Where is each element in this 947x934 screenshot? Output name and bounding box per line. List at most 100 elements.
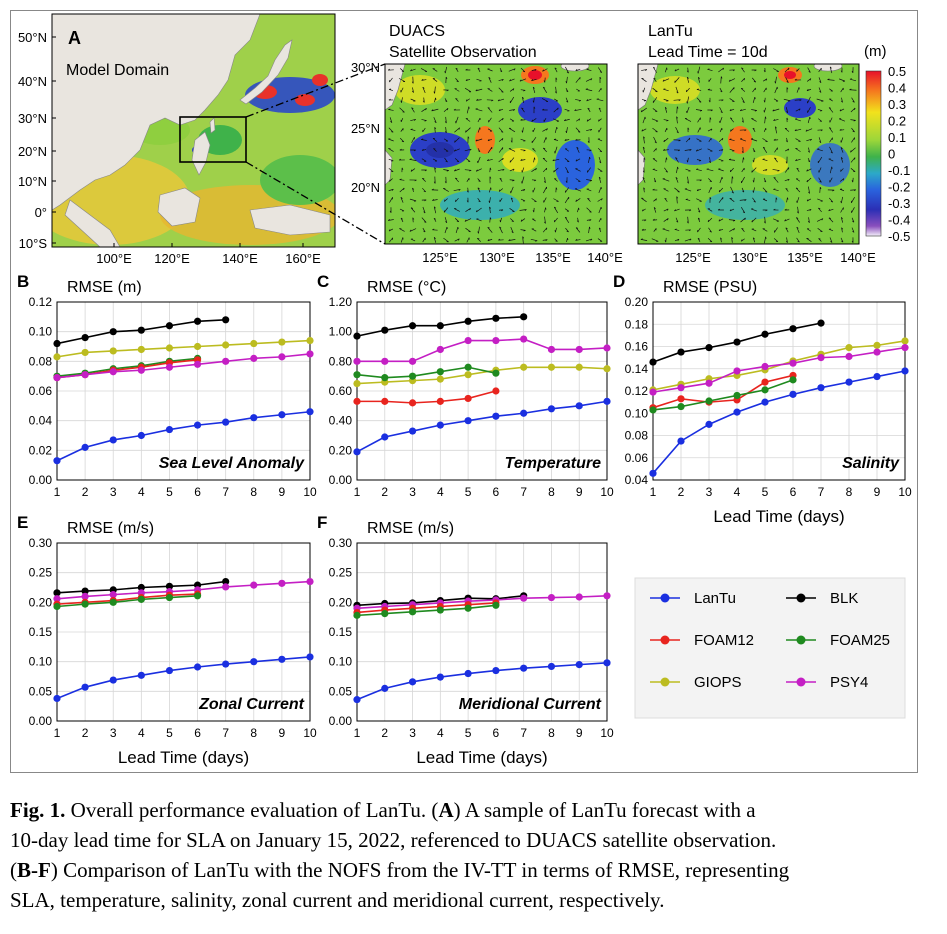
data-point-giops [603,365,611,373]
x-tick-label: 6 [194,485,201,499]
y-tick-label: 0.00 [29,714,53,728]
x-tick-label: 3 [706,485,713,499]
data-point-foam25 [165,593,174,602]
legend-swatch-marker [796,593,806,603]
data-point-psy4 [575,345,583,354]
y-tick-label: 0.10 [29,655,53,669]
colorbar-unit: (m) [864,43,887,60]
chart-ylabel: RMSE (m) [67,279,142,296]
duacs-lat-label: 30°N [351,60,380,75]
data-point-lantu [603,397,611,405]
y-tick-label: 1.00 [329,325,353,339]
caption-a-label: A [438,798,454,822]
colorbar-tick-label: -0.1 [888,163,910,178]
data-point-foam12 [381,397,389,405]
caption-fig-label: Fig. 1. [10,798,66,822]
data-point-psy4 [547,593,556,602]
chart-xlabel: Lead Time (days) [416,748,547,767]
legend-label: BLK [830,590,858,607]
data-point-lantu [901,367,909,375]
zoom-connector-top [245,63,386,118]
y-tick-label: 0.30 [329,536,353,550]
x-tick-label: 10 [600,726,614,740]
panel-a-lat-label: 50°N [18,30,47,45]
x-tick-label: 10 [303,485,317,499]
x-tick-label: 8 [250,726,257,740]
legend-label: LanTu [694,590,736,607]
data-point-psy4 [250,354,258,362]
legend-swatch-marker [660,677,670,687]
data-point-giops [250,339,258,348]
legend-item-giops: GIOPS [650,674,742,691]
lantu-lon-label: 140°E [840,250,876,265]
y-tick-label: 0.20 [329,443,353,457]
chart-letter: B [17,272,29,291]
x-tick-label: 4 [437,485,444,499]
data-point-foam25 [193,592,202,600]
data-point-lantu [53,694,61,703]
data-point-foam25 [381,374,389,382]
x-tick-label: 4 [734,485,741,499]
data-point-foam12 [353,397,361,405]
panel-a-lat-label: 0° [35,205,47,220]
duacs-lon-label: 125°E [422,250,458,265]
data-point-blk [492,314,500,322]
x-tick-label: 2 [381,485,388,499]
y-tick-label: 0.04 [29,414,53,428]
y-tick-label: 0.15 [29,625,53,639]
duacs-lon-ticks: 125°E 130°E 135°E 140°E [422,250,623,265]
duacs-lat-label: 25°N [351,121,380,136]
y-tick-label: 0.10 [29,325,53,339]
data-point-lantu [250,658,258,666]
data-point-psy4 [81,371,89,379]
x-tick-label: 7 [222,726,229,740]
x-tick-label: 4 [138,726,145,740]
data-point-lantu [81,443,89,451]
x-tick-label: 10 [303,726,317,740]
data-point-blk [165,582,174,590]
series-line-foam25 [652,379,794,411]
y-tick-label: 0.05 [29,684,53,698]
data-point-foam25 [464,604,472,612]
data-point-lantu [649,469,657,477]
data-point-blk [761,330,769,338]
data-point-blk [137,583,145,592]
chart-ylabel: RMSE (m/s) [367,520,454,537]
data-point-lantu [306,408,314,416]
data-point-blk [705,344,713,352]
data-point-blk [353,332,361,340]
x-tick-label: 3 [409,726,416,740]
legend-label: FOAM25 [830,632,890,649]
data-point-foam12 [677,395,685,403]
lantu-lon-label: 130°E [732,250,768,265]
data-point-lantu [733,408,741,416]
data-point-lantu [222,660,230,668]
lantu-lon-label: 125°E [675,250,711,265]
legend-item-psy4: PSY4 [786,674,868,691]
data-point-giops [436,375,444,383]
chart-annotation: Sea Level Anomaly [159,455,305,472]
chart-f: 0.00 0.05 0.10 0.15 0.20 0.25 0.30 1 2 3 4 5 6 7 8 9 10 F… [317,513,614,767]
data-point-blk [53,589,61,597]
data-point-psy4 [873,348,881,356]
chart-d: 0.04 0.06 0.08 0.10 0.12 0.14 0.16 0.18 0.20 1 2 3 4… [613,272,912,526]
data-point-giops [353,379,361,388]
series-line-foam25 [356,366,497,379]
x-tick-label: 5 [465,485,472,499]
data-point-foam25 [492,601,500,609]
data-point-foam12 [408,399,417,407]
rmse-charts: 0.00 0.02 0.04 0.06 0.08 0.10 0.12 1 2 3 4 5 6 7 8 9 10 B… [17,272,912,767]
data-point-foam25 [649,406,657,414]
colorbar: (m) 0.5 0.40.3 0.20.1 0-0.1 -0.2-0.3 -0.4-0.5 [864,43,910,244]
chart-annotation: Salinity [842,455,900,472]
x-tick-label: 5 [465,726,472,740]
data-point-psy4 [165,363,174,371]
figure-frame [10,10,918,773]
data-point-psy4 [520,594,528,602]
duacs-title-1: DUACS [389,23,445,40]
duacs-lat-label: 20°N [351,180,380,195]
y-tick-label: 1.20 [329,295,353,309]
x-tick-label: 10 [898,485,912,499]
data-point-lantu [81,683,89,691]
panel-a-letter: A [68,28,81,48]
